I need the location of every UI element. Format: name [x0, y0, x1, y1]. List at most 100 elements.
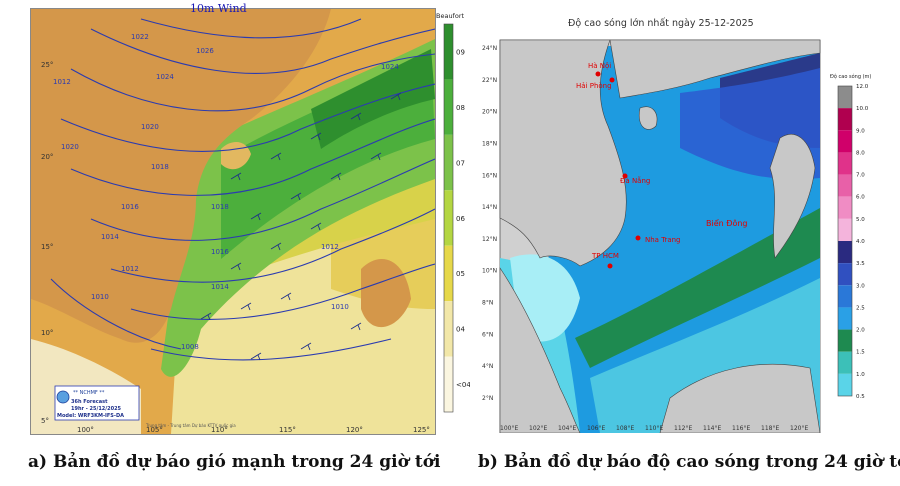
beaufort-segment [444, 245, 453, 302]
beaufort-segment [444, 134, 453, 191]
beaufort-unit-label: Beaufort [436, 12, 464, 20]
lon-label: 100° [77, 426, 94, 434]
isobar-label: 1012 [53, 78, 71, 86]
philippines-land [769, 133, 816, 259]
lat-label: 24°N [482, 45, 497, 52]
isobar-label: 1024 [381, 63, 399, 71]
isobar-label: 1014 [211, 283, 229, 291]
beaufort-label: 04 [456, 326, 465, 334]
wind-barbs [200, 92, 402, 361]
lon-label: 105° [146, 426, 163, 434]
hainan-island [221, 142, 251, 170]
wave-scale-segment [838, 174, 852, 197]
lon-label: 112°E [674, 425, 692, 432]
lat-label: 6°N [482, 331, 493, 338]
lon-label: 118°E [761, 425, 779, 432]
forecast-info-box [54, 385, 140, 421]
wave-scale-segment [838, 152, 852, 175]
hainan-island [638, 106, 658, 130]
city-marker [607, 263, 613, 269]
isobar-label: 1016 [121, 203, 139, 211]
wave-scale-label: 4.0 [856, 239, 865, 245]
lon-label: 110°E [645, 425, 663, 432]
isobar-label: 1014 [101, 233, 119, 241]
lat-label: 15° [41, 243, 53, 251]
wind-lon-labels: 100° 105° 110° 115° 120° 125° [77, 426, 430, 434]
beaufort-label: 06 [456, 215, 465, 223]
beaufort-colorbar: Beaufort 09 08 07 06 05 04 <04 [436, 12, 470, 413]
isobar-label: 1010 [331, 303, 349, 311]
wave-scale-label: 10.0 [856, 106, 869, 112]
wave-scale-label: 2.0 [856, 328, 865, 334]
beaufort-segment [444, 301, 453, 357]
logo-label: ** NCHMF ** [73, 390, 105, 396]
lat-label: 25° [41, 61, 53, 69]
wave-scale-border [837, 85, 853, 397]
forecast-line: 36h Forecast [71, 399, 108, 405]
wave-scale-label: 8.0 [856, 150, 865, 156]
lat-label: 16°N [482, 172, 497, 179]
lon-label: 120° [346, 426, 363, 434]
lon-label: 110° [211, 426, 228, 434]
wave-scale-label: 2.5 [856, 305, 865, 311]
beaufort-label: 05 [456, 270, 465, 278]
wave-2-zone [575, 208, 820, 368]
beaufort-segment [444, 190, 453, 246]
isobar-labels: 1026 1022 1024 1020 1018 1016 1014 1012 … [53, 33, 399, 351]
wave-scale-label: 3.5 [856, 261, 865, 267]
wave-scale-segment [838, 86, 852, 109]
lat-label: 5° [41, 417, 49, 425]
lat-label: 14°N [482, 204, 497, 211]
wave-scale-segment [838, 329, 852, 352]
wave-scale-segment [838, 130, 852, 153]
isobar-label: 1018 [211, 203, 229, 211]
wind-forecast-map: 1026 1022 1024 1020 1018 1016 1014 1012 … [30, 8, 436, 435]
place-label: Hải Phòng [576, 82, 612, 90]
wave-scale-segment [838, 285, 852, 308]
place-label: Nha Trang [645, 236, 680, 244]
forecast-line: 19hr - 25/12/2025 [71, 406, 122, 412]
place-label: Hà Nội [588, 62, 611, 70]
wave-scale-label: 9.0 [856, 128, 865, 134]
mainland [31, 9, 331, 343]
lon-label: 115° [279, 426, 296, 434]
city-marker [609, 77, 615, 83]
beaufort-label: 08 [456, 104, 465, 112]
city-marker [622, 173, 628, 179]
isobar-label: 1012 [121, 265, 139, 273]
wave-scale-label: 0.5 [856, 394, 865, 400]
city-markers [595, 71, 641, 269]
lon-label: 102°E [529, 425, 547, 432]
lon-label: 125° [413, 426, 430, 434]
isobar-label: 1026 [196, 47, 214, 55]
city-marker [635, 235, 641, 241]
wave-scale-unit: Độ cao sóng (m) [830, 73, 871, 80]
isobar-label: 1020 [61, 143, 79, 151]
lat-label: 12°N [482, 236, 497, 243]
wave-map-graphic: Hà Nội Hải Phòng Đà Nẵng Nha Trang TP HC… [482, 39, 871, 433]
wave-scale-label: 12.0 [856, 84, 869, 90]
wave-lat-labels: 24°N 22°N 20°N 18°N 16°N 14°N 12°N 10°N 8°N 6°N 4°… [482, 45, 497, 402]
lon-label: 120°E [790, 425, 808, 432]
wave-scale-segment [838, 307, 852, 330]
beaufort-segment [444, 24, 453, 80]
lat-label: 18°N [482, 140, 497, 147]
wave-scale-segment [838, 108, 852, 131]
beaufort-labels: 09 08 07 06 05 04 <04 [456, 48, 470, 389]
isobar-label: 1024 [156, 73, 174, 81]
wave-scale-segment [838, 218, 852, 241]
beaufort-label: 09 [456, 48, 465, 56]
lat-label: 2°N [482, 395, 493, 402]
wind-map-graphic: 1026 1022 1024 1020 1018 1016 1014 1012 … [31, 9, 435, 434]
caption-wind-map: a) Bản đồ dự báo gió mạnh trong 24 giờ t… [28, 452, 441, 472]
lon-label: 106°E [587, 425, 605, 432]
wave-scale-segment [838, 196, 852, 219]
wave-forecast-map: Hà Nội Hải Phòng Đà Nẵng Nha Trang TP HC… [480, 8, 895, 433]
wave-scale-segment [838, 373, 852, 396]
wave-scale-segment [838, 263, 852, 286]
china-coast [609, 39, 821, 99]
lon-label: 108°E [616, 425, 634, 432]
footer-credit: Trung tâm - Trung tâm Dự báo KTTV quốc g… [145, 423, 236, 428]
lat-label: 20°N [482, 109, 497, 116]
wind-lat-labels: 25° 20° 15° 10° 5° [41, 61, 53, 425]
